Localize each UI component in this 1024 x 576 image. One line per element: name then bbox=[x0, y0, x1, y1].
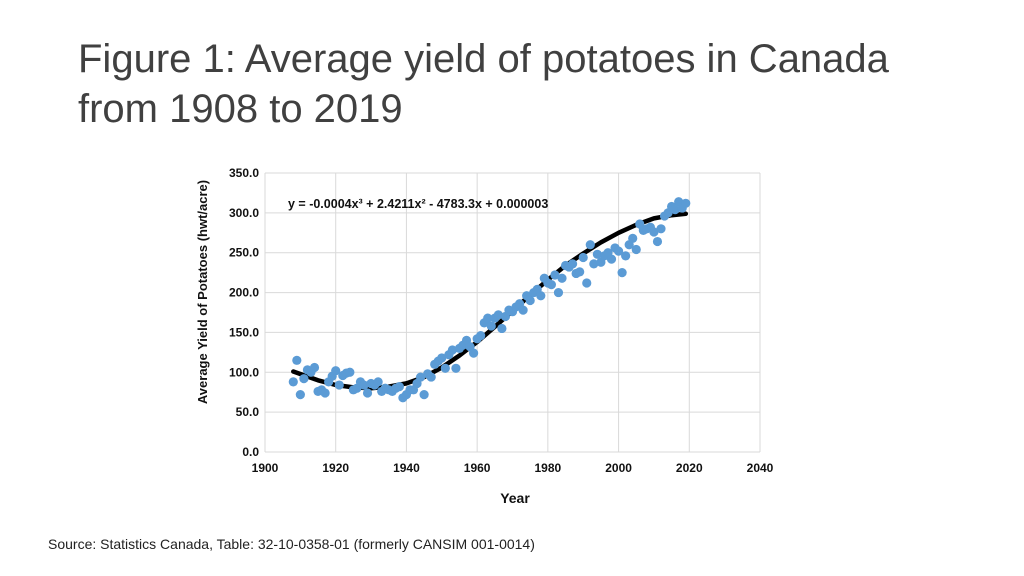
y-tick-label: 50.0 bbox=[236, 405, 260, 419]
data-point bbox=[656, 224, 666, 234]
data-point bbox=[592, 249, 602, 259]
data-point bbox=[486, 321, 496, 331]
data-point bbox=[681, 198, 691, 208]
y-tick-label: 350.0 bbox=[229, 166, 259, 180]
data-point bbox=[628, 233, 638, 243]
yield-scatter-chart: 1900 1920 1940 1960 1980 2000 2020 2040 0.0 50.0… bbox=[180, 156, 780, 516]
grid-lines bbox=[264, 172, 761, 453]
data-point bbox=[546, 280, 556, 290]
data-point bbox=[631, 244, 641, 255]
x-axis-label: Year bbox=[500, 490, 530, 506]
data-point bbox=[292, 355, 302, 365]
data-point bbox=[320, 388, 330, 398]
data-point bbox=[451, 363, 461, 373]
data-point bbox=[550, 270, 560, 280]
data-point bbox=[295, 390, 305, 400]
x-tick-labels: 1900 1920 1940 1960 1980 2000 2020 2040 bbox=[252, 461, 774, 475]
source-note: Source: Statistics Canada, Table: 32-10-… bbox=[48, 536, 535, 552]
x-tick-label: 1980 bbox=[535, 461, 562, 475]
data-point bbox=[493, 310, 503, 320]
data-point bbox=[613, 246, 624, 256]
data-point bbox=[557, 273, 567, 283]
chart-container: 1900 1920 1940 1960 1980 2000 2020 2040 0.0 50.0… bbox=[180, 156, 780, 516]
y-tick-label: 0.0 bbox=[242, 445, 259, 459]
x-tick-label: 1900 bbox=[252, 461, 279, 475]
data-point bbox=[415, 372, 426, 382]
y-tick-labels: 0.0 50.0 100.0 150.0 200.0 250.0 300.0 350.0 bbox=[229, 166, 259, 459]
data-point bbox=[652, 236, 663, 247]
trendline-equation: y = -0.0004x³ + 2.4211x² - 4783.3x + 0.0… bbox=[288, 197, 548, 211]
y-tick-label: 150.0 bbox=[229, 325, 259, 339]
y-tick-label: 100.0 bbox=[229, 365, 259, 379]
data-point bbox=[621, 251, 631, 261]
data-point bbox=[483, 313, 493, 323]
y-tick-label: 200.0 bbox=[229, 286, 259, 300]
data-point bbox=[469, 348, 479, 358]
data-point bbox=[649, 227, 659, 237]
title-line-1: Figure 1: Average yield of potatoes in C… bbox=[78, 37, 889, 81]
data-point bbox=[299, 374, 309, 384]
data-point bbox=[582, 278, 592, 288]
data-point bbox=[476, 331, 486, 341]
data-point bbox=[288, 377, 298, 387]
data-point bbox=[553, 287, 564, 298]
y-tick-label: 300.0 bbox=[229, 206, 259, 220]
data-point bbox=[497, 323, 507, 334]
x-tick-label: 2000 bbox=[605, 461, 632, 475]
data-point bbox=[536, 291, 546, 301]
data-point bbox=[362, 388, 373, 398]
data-point bbox=[359, 380, 369, 390]
data-point bbox=[518, 305, 528, 315]
x-tick-label: 2040 bbox=[747, 461, 774, 475]
data-point bbox=[373, 377, 383, 387]
data-point bbox=[568, 259, 578, 269]
data-point bbox=[617, 268, 627, 278]
title-line-2: from 1908 to 2019 bbox=[78, 87, 403, 131]
data-point bbox=[589, 259, 599, 269]
data-point bbox=[578, 252, 588, 263]
data-points bbox=[288, 197, 691, 403]
data-point bbox=[345, 367, 355, 377]
data-point bbox=[670, 205, 680, 215]
data-point bbox=[419, 390, 429, 400]
data-point bbox=[585, 240, 595, 250]
x-tick-label: 2020 bbox=[676, 461, 703, 475]
y-tick-label: 250.0 bbox=[229, 246, 259, 260]
data-point bbox=[440, 363, 450, 373]
page-title: Figure 1: Average yield of potatoes in C… bbox=[78, 34, 978, 134]
data-point bbox=[575, 267, 585, 277]
data-point bbox=[331, 366, 341, 376]
data-point bbox=[426, 372, 436, 382]
data-point bbox=[606, 254, 617, 264]
data-point bbox=[334, 380, 344, 390]
y-axis-label: Average Yield of Potatoes (hwt/acre) bbox=[195, 180, 210, 404]
x-tick-label: 1940 bbox=[393, 461, 420, 475]
data-point bbox=[525, 295, 535, 306]
data-point bbox=[309, 362, 320, 373]
data-point bbox=[394, 382, 404, 392]
x-tick-label: 1960 bbox=[464, 461, 491, 475]
data-point bbox=[447, 345, 457, 355]
data-point bbox=[437, 353, 447, 363]
x-tick-label: 1920 bbox=[322, 461, 349, 475]
